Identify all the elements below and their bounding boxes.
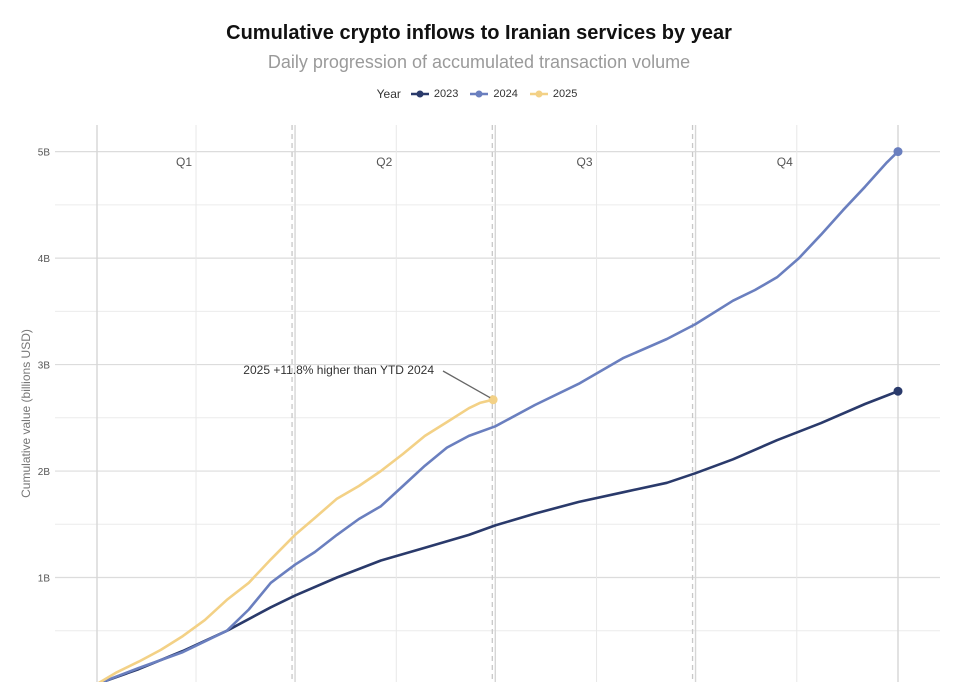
legend-label-2023: 2023 (433, 88, 459, 100)
chart-title: Cumulative crypto inflows to Iranian ser… (226, 22, 732, 44)
chart-legend: Year 2023 2024 2025 (0, 87, 958, 101)
y-tick-label: 4B (38, 254, 51, 265)
legend-item-2023: 2023 (410, 88, 459, 100)
quarter-label: Q1 (176, 155, 192, 169)
series-line-2024 (98, 150, 899, 682)
annotation-leader (442, 370, 491, 399)
y-tick-label: 2B (38, 467, 51, 478)
y-tick-label: 5B (38, 148, 51, 159)
legend-swatch-2025 (529, 90, 548, 98)
legend-swatch-2023 (410, 90, 429, 98)
legend-item-2025: 2025 (529, 88, 578, 100)
series-endpoint-2024 (893, 147, 903, 157)
quarter-label: Q2 (376, 155, 392, 169)
legend-label-2025: 2025 (552, 88, 578, 100)
legend-item-2024: 2024 (470, 88, 518, 100)
annotation-text: 2025 +11.8% higher than YTD 2024 (243, 363, 434, 377)
legend-swatch-2024 (470, 90, 489, 98)
series-endpoint-2023 (893, 386, 903, 396)
legend-label-2024: 2024 (493, 88, 518, 100)
series-line-2023 (98, 389, 899, 682)
quarter-label: Q3 (577, 155, 593, 169)
series-line-2025 (97, 398, 494, 682)
y-tick-label: 3B (38, 361, 51, 372)
legend-title: Year (376, 87, 401, 101)
chart-subtitle: Daily progression of accumulated transac… (267, 52, 691, 72)
series-endpoint-2025 (488, 395, 498, 405)
y-axis-label: Cumulative value (billions USD) (19, 329, 33, 498)
y-tick-label: 1B (38, 574, 51, 585)
quarter-label: Q4 (777, 155, 793, 169)
